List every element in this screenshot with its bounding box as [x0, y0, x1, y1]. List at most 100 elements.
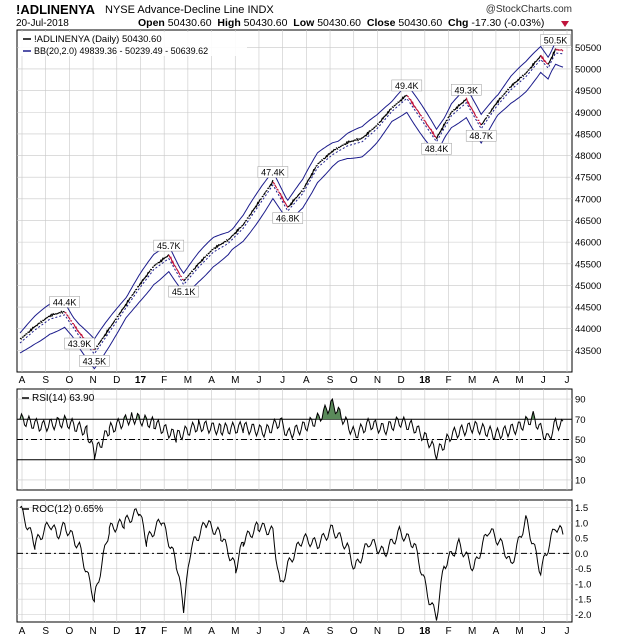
price-segment: [541, 56, 545, 63]
price-segment: [411, 101, 415, 108]
price-segment: [229, 235, 233, 239]
price-segment: [177, 270, 181, 276]
price-segment: [289, 202, 293, 207]
x-tick-label: D: [398, 626, 405, 637]
price-segment: [270, 179, 274, 186]
price-segment: [507, 88, 510, 91]
x-tick-label: M: [231, 375, 239, 386]
price-segment: [486, 114, 489, 117]
price-segment: [196, 262, 200, 267]
price-segment: [279, 192, 283, 200]
price-segment: [255, 201, 259, 208]
x-tick-label: O: [350, 375, 358, 386]
price-segment: [311, 168, 315, 176]
peak-annotation: 46.8K: [276, 213, 300, 223]
price-segment: [402, 95, 406, 100]
x-tick-label: O: [66, 626, 74, 637]
price-segment: [424, 121, 428, 126]
price-segment: [127, 298, 131, 303]
annotation-box: [391, 79, 423, 92]
peak-annotation: 45.7K: [157, 241, 181, 251]
price-segment: [321, 159, 324, 162]
price-segment: [49, 313, 53, 318]
x-tick-label: D: [113, 375, 120, 386]
y-tick-label: 46500: [575, 216, 601, 227]
y-tick-label: 44000: [575, 324, 601, 335]
price-segment: [409, 98, 413, 105]
price-segment: [538, 55, 542, 59]
roc-line: [19, 505, 564, 621]
legend-entry-bb: BB(20,2.0) 49839.36 - 50239.49 - 50639.6…: [34, 46, 208, 56]
price-segment: [324, 154, 328, 159]
price-segment: [294, 196, 298, 199]
price-segment: [521, 74, 525, 77]
price-segment: [296, 193, 300, 198]
price-segment: [183, 278, 186, 282]
x-tick-label: A: [493, 375, 500, 386]
price-segment: [432, 131, 436, 138]
price-segment: [132, 290, 136, 294]
price-segment: [491, 105, 495, 110]
price-segment: [268, 183, 272, 188]
y-tick-label: 50500: [575, 43, 601, 54]
rsi-panel: 10 30 50 70 90 RSI(14) 63.90: [16, 388, 586, 491]
price-segment: [121, 306, 125, 310]
peak-annotation: 45.1K: [172, 287, 196, 297]
price-segment: [78, 332, 82, 336]
price-segment: [231, 234, 235, 237]
x-tick-label: J: [256, 375, 261, 386]
price-segment: [527, 69, 530, 71]
price-segment: [307, 177, 311, 181]
x-tick-label: S: [327, 626, 334, 637]
annotation-box: [257, 166, 289, 178]
peak-annotation: 48.4K: [425, 144, 449, 154]
price-segment: [194, 264, 198, 270]
price-segment: [449, 111, 452, 116]
chg-value: -17.30 (-0.03%): [471, 17, 545, 29]
price-segment: [510, 83, 514, 88]
price-segment: [274, 184, 278, 189]
y-tick-label: -0.5: [575, 564, 591, 575]
price-segment: [56, 312, 60, 315]
price-segment: [77, 329, 81, 334]
price-segment: [220, 242, 224, 246]
y-tick-label: 0.5: [575, 534, 588, 545]
price-segment: [415, 108, 419, 112]
price-segment: [499, 96, 503, 100]
price-segment: [523, 73, 527, 76]
price-segment: [458, 103, 462, 107]
price-segment: [216, 243, 220, 248]
high-label: High: [217, 17, 241, 29]
price-segment: [188, 272, 192, 275]
x-tick-label: 17: [135, 375, 147, 386]
x-tick-label: O: [66, 375, 74, 386]
rsi-line: [19, 397, 564, 460]
price-segment: [309, 172, 313, 179]
price-segment: [423, 119, 426, 122]
y-tick-label: 44500: [575, 303, 601, 314]
price-segment: [330, 150, 333, 154]
x-tick-label: S: [327, 375, 334, 386]
price-segment: [23, 334, 26, 337]
peak-annotation: 47.4K: [261, 168, 285, 178]
price-segment: [398, 99, 402, 102]
x-tick-label: F: [445, 375, 451, 386]
price-segment: [135, 288, 138, 291]
price-segment: [207, 252, 210, 255]
price-segment: [179, 275, 183, 278]
price-segment: [160, 257, 164, 263]
price-segment: [242, 221, 246, 226]
price-segment: [547, 60, 551, 65]
price-segment: [119, 308, 123, 314]
price-segment: [218, 243, 222, 246]
x-tick-label: M: [184, 626, 192, 637]
price-segment: [225, 238, 229, 243]
price-segment: [101, 337, 105, 340]
price-segment: [372, 126, 376, 129]
price-segment: [352, 139, 356, 142]
price-segment: [441, 123, 445, 131]
y-tick-label: 48000: [575, 151, 601, 162]
price-segment: [166, 254, 170, 258]
price-segment: [376, 123, 380, 126]
price-segment: [380, 117, 384, 123]
